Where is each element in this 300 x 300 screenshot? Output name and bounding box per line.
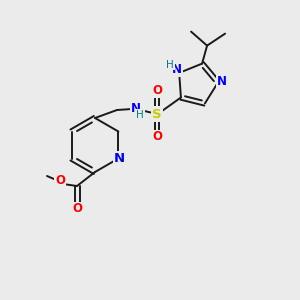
Text: H: H — [136, 110, 144, 120]
Text: N: N — [172, 63, 182, 76]
Text: O: O — [152, 130, 162, 143]
Text: H: H — [166, 60, 174, 70]
Text: N: N — [114, 152, 125, 165]
Text: O: O — [55, 175, 65, 188]
Text: N: N — [131, 103, 141, 116]
Text: O: O — [72, 202, 82, 215]
Text: O: O — [152, 85, 162, 98]
Text: S: S — [152, 107, 162, 121]
Text: N: N — [217, 75, 227, 88]
